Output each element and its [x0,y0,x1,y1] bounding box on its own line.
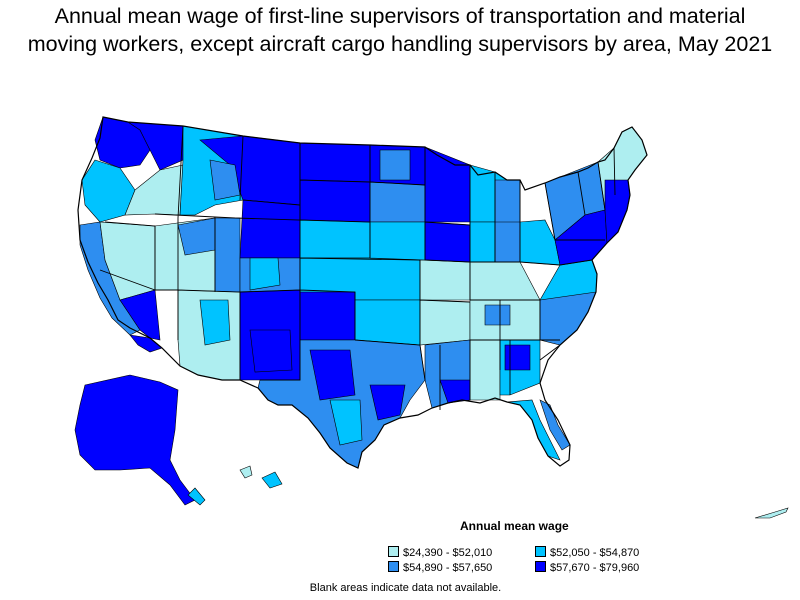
region-area-44 [469,221,496,263]
legend-label-1: $24,390 - $52,010 [403,547,493,559]
region-area-21 [249,329,293,373]
region-area-26 [299,291,356,341]
region-area-64 [261,471,283,489]
region-area-45 [494,221,521,263]
state-borders [99,125,616,410]
region-area-61 [74,374,196,506]
region-area-43 [424,221,471,263]
region-area-23 [299,179,371,223]
region-area-29 [309,349,356,401]
legend-swatch-3 [388,561,399,572]
region-area-35 [369,221,426,261]
region-area-8 [129,334,163,353]
region-area-27 [354,299,421,346]
region-area-50 [469,339,501,401]
region-area-34 [369,181,426,223]
region-area-19 [199,299,231,346]
region-area-11 [214,217,241,293]
region-area-31 [329,399,363,446]
region-area-63 [239,465,253,479]
region-area-36 [419,259,471,301]
region-area-49 [484,304,511,326]
legend-item-2: $52,050 - $54,870 [535,546,639,559]
legend-label-4: $57,670 - $79,960 [550,562,640,574]
region-area-33 [379,149,411,181]
region-area-40 [424,146,471,223]
legend-label-2: $52,050 - $54,870 [550,547,640,559]
legend-swatch-1 [388,546,399,557]
region-area-3 [81,159,136,223]
region-area-7 [119,289,161,341]
legend-item-3: $54,890 - $57,650 [388,561,492,574]
conus-outline [77,116,648,469]
region-area-47 [469,261,541,301]
availability-note: Blank areas indicate data not available. [309,582,502,594]
legend-label-3: $54,890 - $57,650 [403,562,493,574]
region-area-52 [504,344,531,371]
region-area-17 [249,257,281,291]
legend-title: Annual mean wage [460,519,569,533]
map-title-line1: Annual mean wage of first-line superviso… [54,4,746,28]
region-area-24 [299,219,371,259]
map-regions [74,116,789,519]
legend-item-1: $24,390 - $52,010 [388,546,492,559]
legend-swatch-2 [535,546,546,557]
region-area-22 [299,142,371,183]
legend-item-4: $57,670 - $79,960 [535,561,639,574]
region-area-62 [187,487,206,506]
state-outlines [77,116,648,469]
region-area-37 [419,299,471,346]
map-title: Annual mean wage of first-line superviso… [0,2,800,58]
region-area-15 [239,199,301,259]
map-title-line2: moving workers, except aircraft cargo ha… [27,32,773,56]
territory-area [754,507,789,519]
region-area-30 [369,384,406,421]
legend-swatch-4 [535,561,546,572]
